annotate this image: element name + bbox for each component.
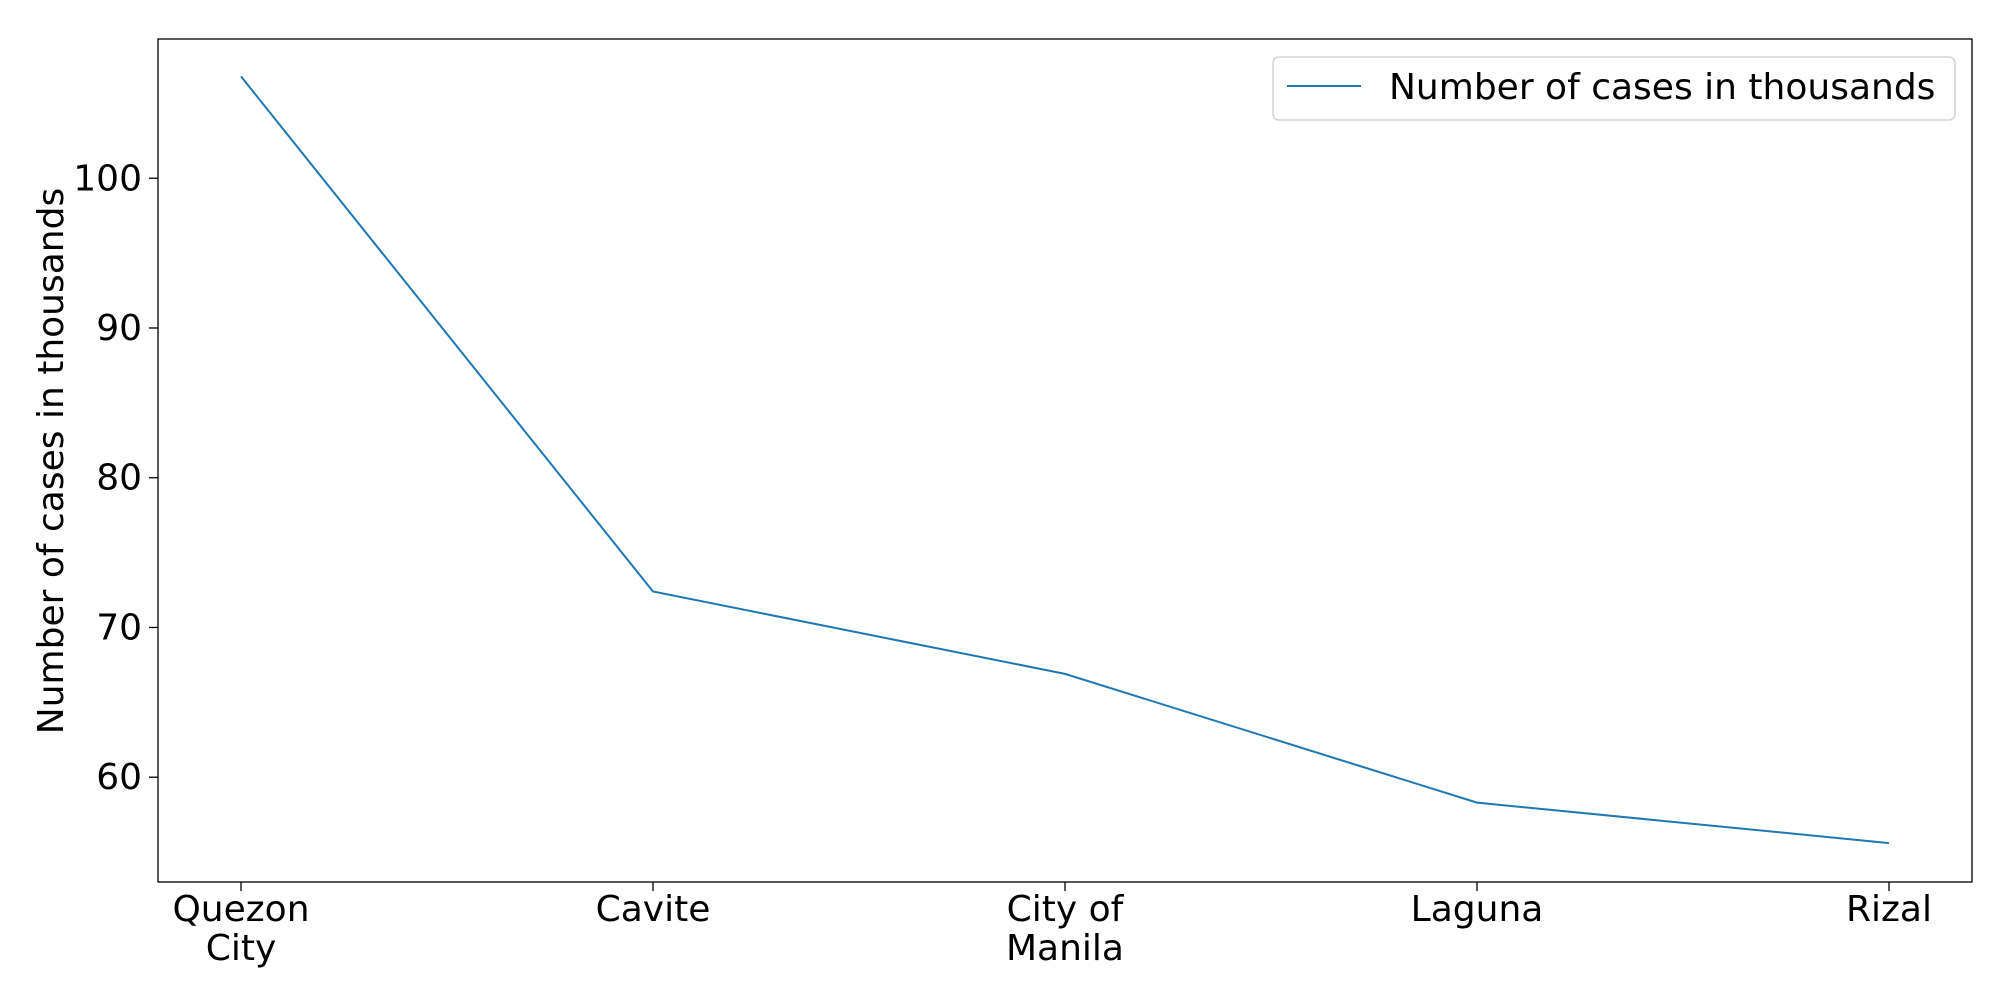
series-line [240,75,1890,845]
y-axis-label: Number of cases in thousands [31,188,72,734]
y-tick-label: 70 [96,607,142,648]
legend-entry-label: Number of cases in thousands [1389,67,1935,108]
x-tick-label: City of Manila [1006,889,1125,969]
plot-area-frame [157,38,1973,883]
y-axis-ticks: 60 70 80 90 100 [73,158,158,798]
legend: Number of cases in thousands [1272,56,1956,121]
x-tick-label: Rizal [1846,889,1932,930]
y-tick-label: 90 [96,308,142,349]
x-tick-label: Cavite [596,889,711,930]
y-tick-label: 80 [96,458,142,499]
y-tick-label: 100 [73,158,142,199]
legend-box [1272,56,1956,121]
x-tick-label: Laguna [1411,889,1544,930]
y-tick-label: 60 [96,757,142,798]
x-axis-ticks: Quezon City Cavite City of Manila Laguna Rizal [172,882,1932,969]
x-tick-label: Quezon City [172,889,309,969]
